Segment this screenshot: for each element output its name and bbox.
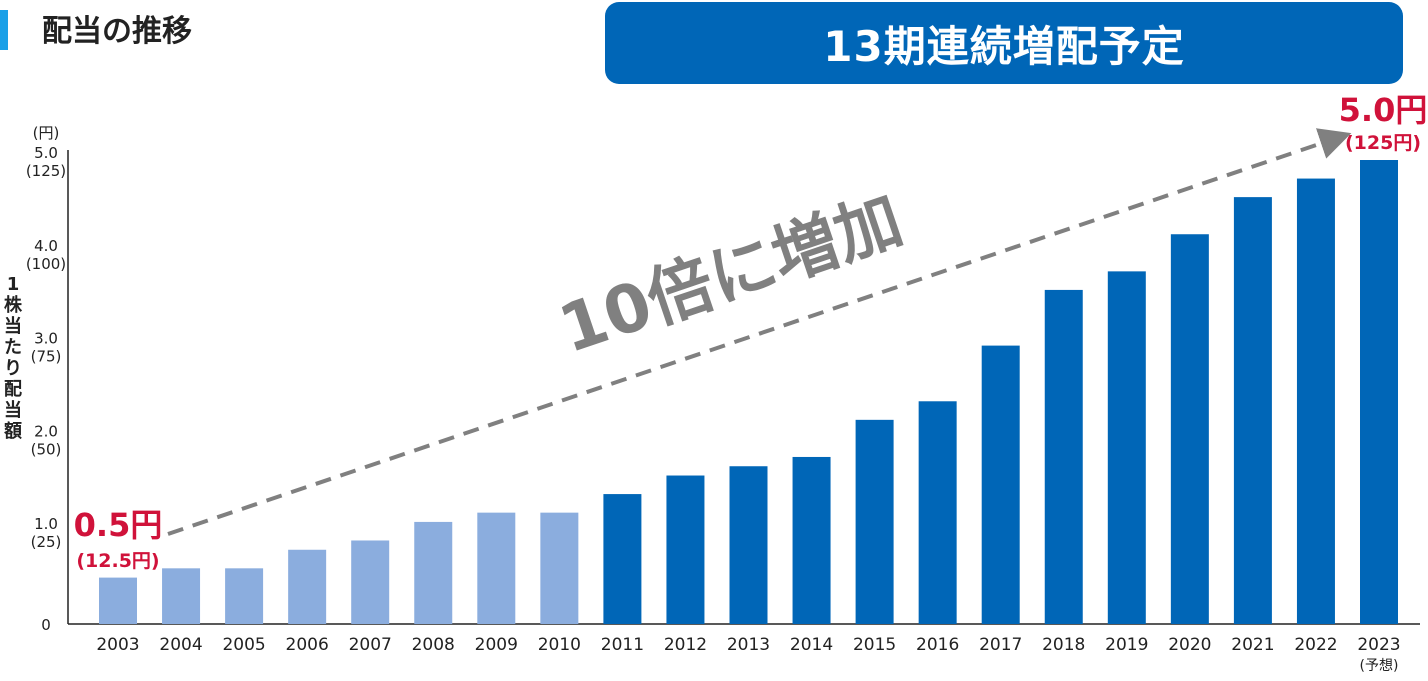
y-axis-title-char: 当 xyxy=(4,399,22,421)
bar-2009 xyxy=(477,512,516,624)
x-tick-2020: 2020 xyxy=(1168,635,1211,655)
page-title: 配当の推移 xyxy=(42,14,192,49)
x-tick-2006: 2006 xyxy=(286,635,329,655)
bar-2004 xyxy=(162,568,201,624)
y-axis-title-char: り xyxy=(4,358,22,379)
bar-2012 xyxy=(666,475,705,624)
bar-2010 xyxy=(540,512,579,624)
y-axis-title-char: 配 xyxy=(4,379,22,400)
x-tick-2011: 2011 xyxy=(601,635,644,655)
bar-2018 xyxy=(1044,289,1083,624)
x-tick-2018: 2018 xyxy=(1042,635,1085,655)
x-tick-2007: 2007 xyxy=(349,635,392,655)
bar-2016 xyxy=(918,401,957,624)
x-tick-2012: 2012 xyxy=(664,635,707,655)
x-tick-2023: 2023 xyxy=(1357,635,1400,655)
start-value-sublabel: (12.5円) xyxy=(76,550,159,572)
y-tick-2.0: 2.0 xyxy=(34,422,58,440)
x-tick-2009: 2009 xyxy=(475,635,518,655)
x-tick-2021: 2021 xyxy=(1231,635,1274,655)
bar-2013 xyxy=(729,466,768,624)
x-tick-2013: 2013 xyxy=(727,635,770,655)
headline-banner: 13期連続増配予定 xyxy=(605,2,1403,84)
y-axis-title-char: 1 xyxy=(7,274,20,295)
y-unit-label: (円) xyxy=(33,124,60,142)
x-tick-2015: 2015 xyxy=(853,635,896,655)
y-tick-0: 0 xyxy=(41,616,51,634)
title-accent-bar xyxy=(0,10,8,50)
bar-2023 xyxy=(1360,160,1398,624)
bar-2021 xyxy=(1233,197,1272,624)
bar-2015 xyxy=(855,419,894,624)
x-tick-2008: 2008 xyxy=(412,635,455,655)
y-tick-sub-5.0: (125) xyxy=(26,162,66,180)
y-tick-sub-1.0: (25) xyxy=(31,533,62,551)
y-tick-sub-3.0: (75) xyxy=(31,348,62,366)
bar-2020 xyxy=(1170,234,1209,625)
y-axis-title-char: 当 xyxy=(4,315,22,337)
x-tick-note-2023: (予想) xyxy=(1360,658,1399,674)
bar-2017 xyxy=(981,345,1020,624)
bar-2003 xyxy=(99,577,137,624)
x-tick-2010: 2010 xyxy=(538,635,581,655)
bar-2019 xyxy=(1107,271,1146,624)
bar-2007 xyxy=(351,540,390,624)
bar-2022 xyxy=(1296,178,1335,624)
x-tick-2019: 2019 xyxy=(1105,635,1148,655)
trend-label: 10倍に増加 xyxy=(550,181,912,368)
bar-2006 xyxy=(288,549,327,624)
x-tick-2022: 2022 xyxy=(1294,635,1337,655)
y-tick-3.0: 3.0 xyxy=(34,330,58,348)
y-tick-1.0: 1.0 xyxy=(34,515,58,533)
end-value-label: 5.0円 xyxy=(1339,91,1428,129)
y-axis-title-char: 株 xyxy=(4,294,23,316)
bar-2011 xyxy=(603,494,642,624)
end-value-sublabel: (125円) xyxy=(1345,132,1421,154)
bar-2014 xyxy=(792,456,831,624)
x-tick-2004: 2004 xyxy=(159,635,202,655)
x-tick-2017: 2017 xyxy=(979,635,1022,655)
bar-2008 xyxy=(414,521,453,624)
y-axis-title-char: た xyxy=(4,337,22,358)
y-axis-title-char: 額 xyxy=(3,420,22,442)
y-tick-5.0: 5.0 xyxy=(34,144,58,162)
y-tick-4.0: 4.0 xyxy=(34,237,58,255)
y-tick-sub-2.0: (50) xyxy=(31,440,62,458)
start-value-label: 0.5円 xyxy=(74,506,163,544)
x-tick-2003: 2003 xyxy=(96,635,139,655)
y-tick-sub-4.0: (100) xyxy=(26,255,66,273)
x-tick-2005: 2005 xyxy=(222,635,265,655)
bar-2005 xyxy=(225,568,264,624)
x-tick-2016: 2016 xyxy=(916,635,959,655)
x-tick-2014: 2014 xyxy=(790,635,833,655)
